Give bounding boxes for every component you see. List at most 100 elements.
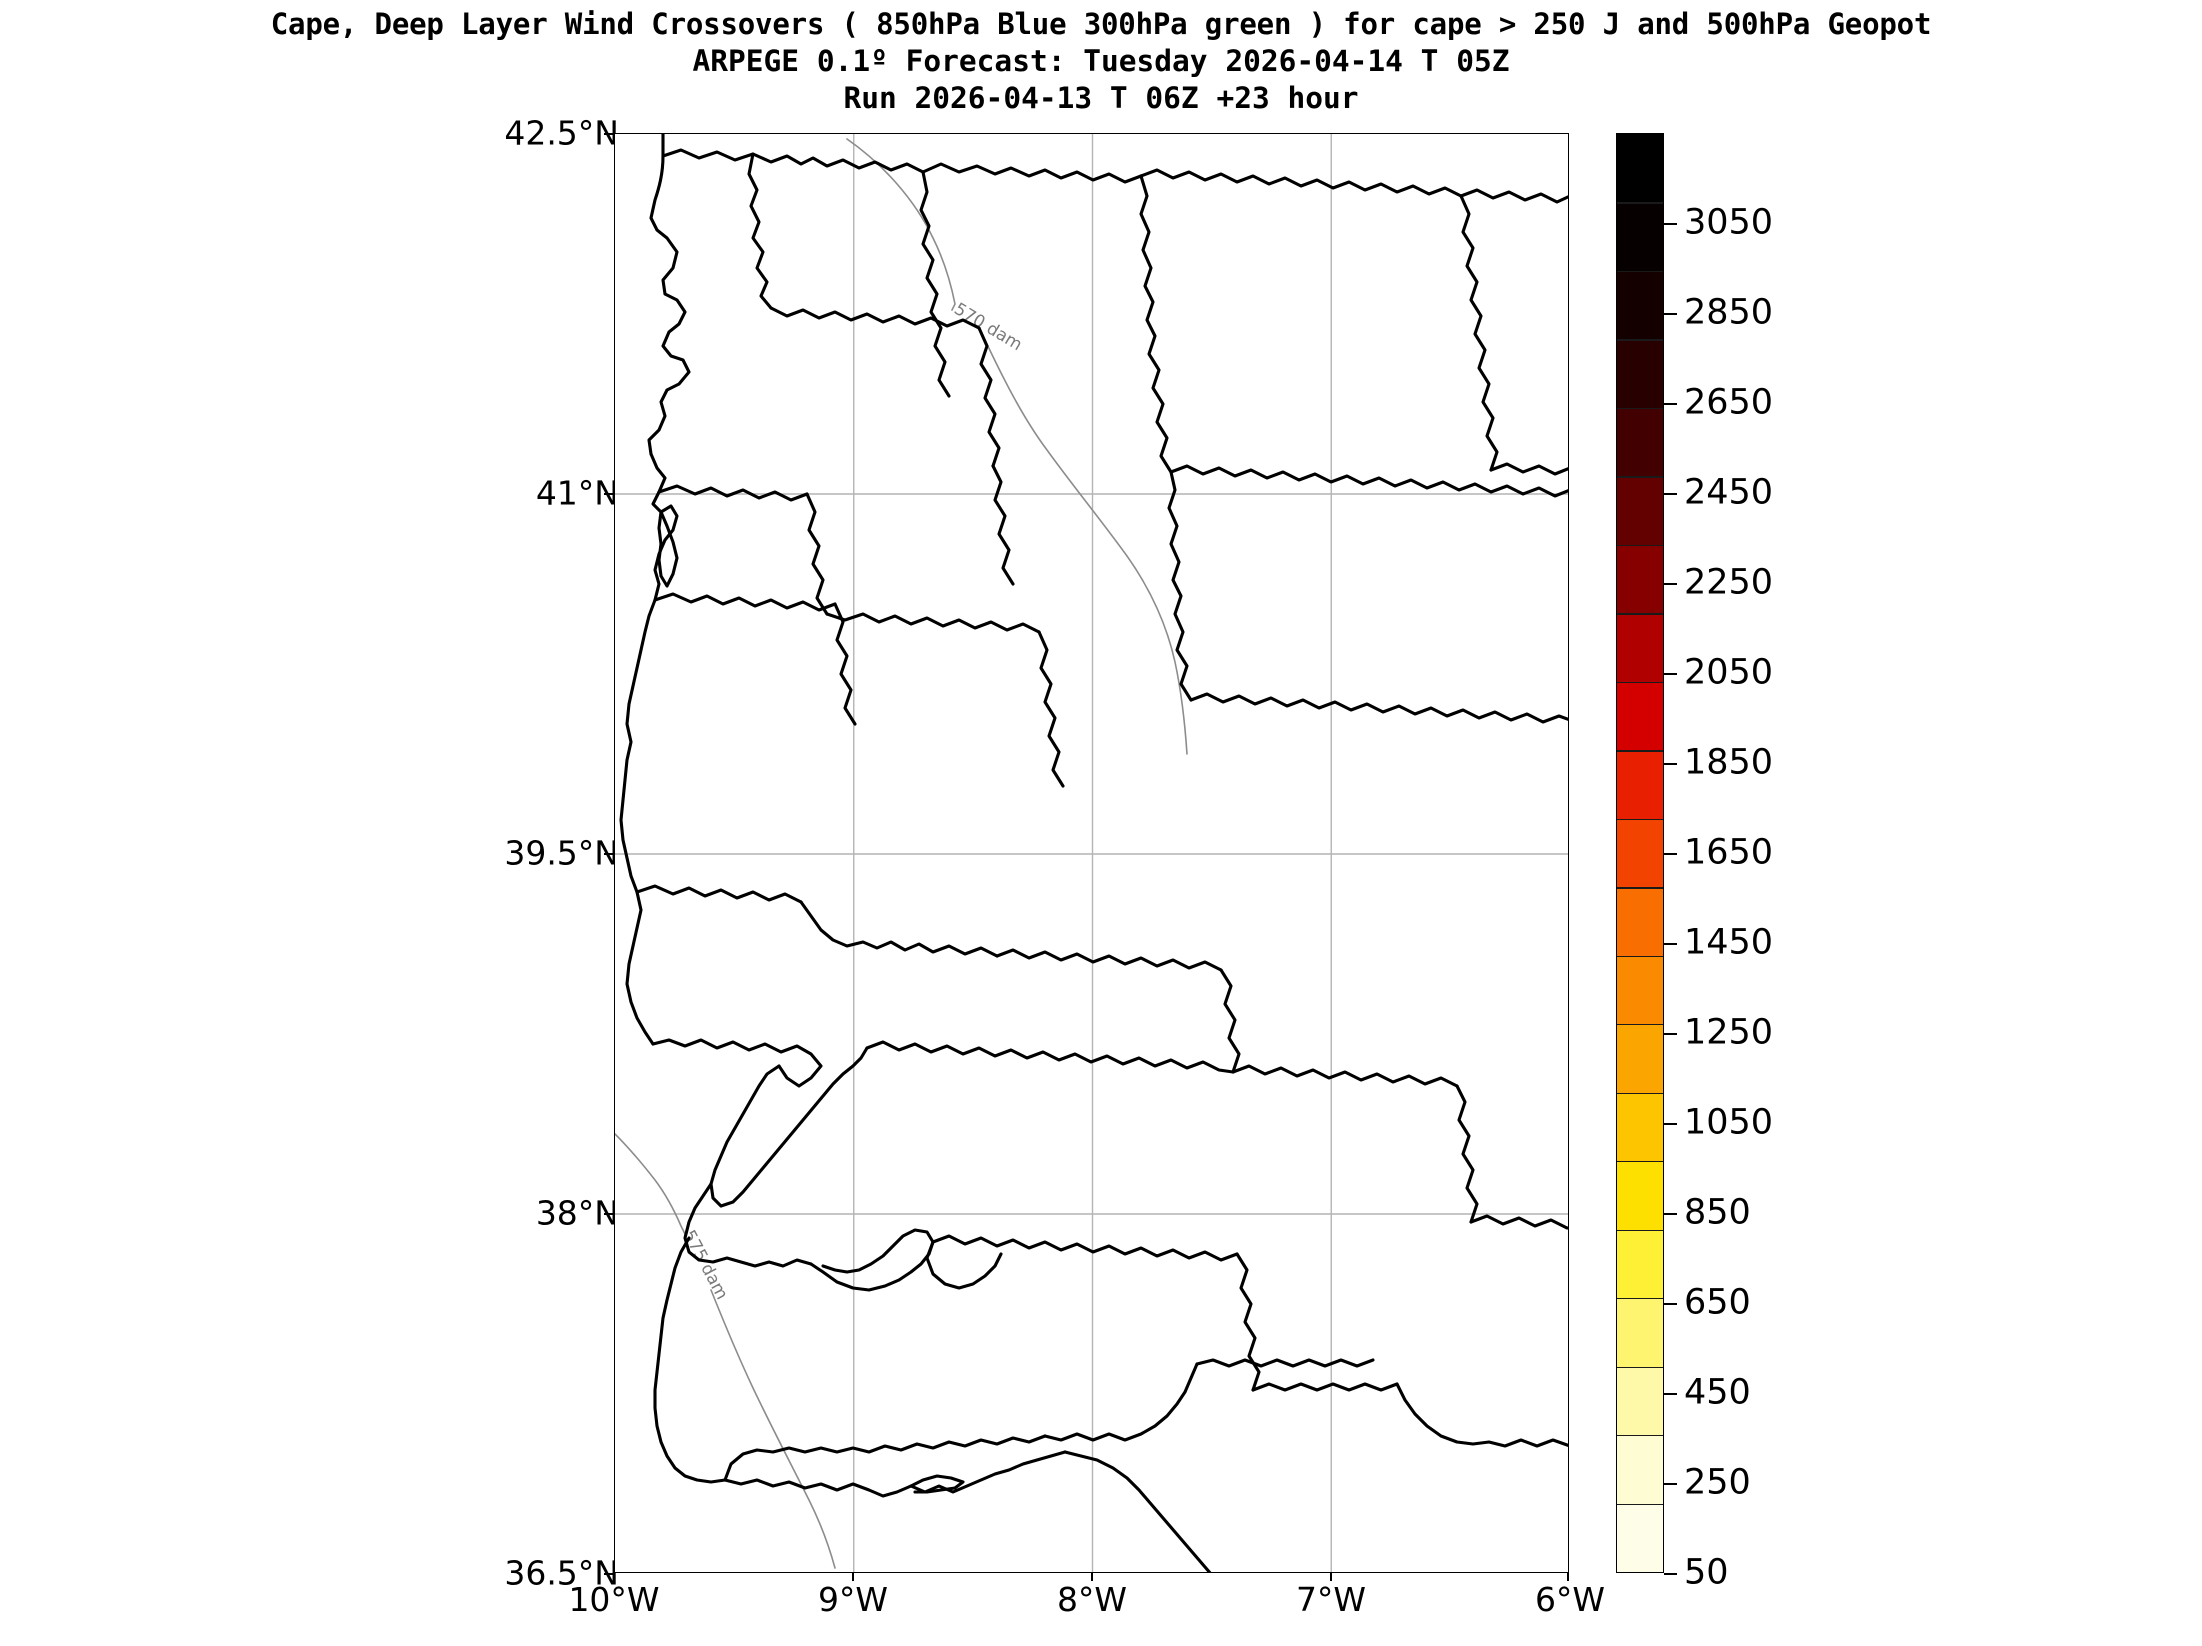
figure-title-block: Cape, Deep Layer Wind Crossovers ( 850hP… <box>0 0 2202 116</box>
colorbar-separator <box>1617 202 1663 204</box>
coastline-tagus-mouth <box>709 1046 869 1208</box>
colorbar-separator <box>1617 1229 1663 1231</box>
boundary-braga-north <box>661 148 925 174</box>
boundary-braganca-east <box>1139 174 1173 474</box>
colorbar-label-1850: 1850 <box>1684 742 1774 783</box>
boundary-coimbra-east <box>833 602 857 726</box>
colorbar-label-2250: 2250 <box>1684 562 1774 603</box>
administrative-boundaries <box>619 134 1568 1572</box>
contour-570dam <box>846 138 1188 755</box>
boundary-badajoz-sevilla <box>1251 1382 1399 1392</box>
coastline-algarve <box>723 1450 1067 1498</box>
y-tick-label-39-5N: 39.5°N <box>504 833 619 873</box>
colorbar-label-2050: 2050 <box>1684 652 1774 693</box>
boundary-caceres-south <box>1455 1084 1479 1224</box>
colorbar-label-2850: 2850 <box>1684 292 1774 333</box>
coastline-lisbon-estuary <box>651 1038 823 1088</box>
colorbar-tick-mark <box>1664 1393 1677 1395</box>
colorbar-segment <box>1617 818 1663 888</box>
boundary-zamora-north <box>1139 168 1463 198</box>
colorbar-segment <box>1617 750 1663 819</box>
colorbar-separator <box>1617 1366 1663 1368</box>
boundary-castelobranco-east <box>1037 630 1065 788</box>
boundary-evora-beja <box>931 1234 1239 1262</box>
colorbar-tick-mark <box>1664 763 1677 765</box>
coastline-algarve-ria-formosa <box>909 1474 965 1494</box>
x-tick-label-6W: 6°W <box>1534 1580 1606 1619</box>
colorbar-separator <box>1617 1435 1663 1437</box>
colorbar-separator <box>1617 1092 1663 1094</box>
colorbar-separator <box>1617 681 1663 684</box>
boundary-spain-interior-south <box>1195 1358 1375 1368</box>
colorbar-separator <box>1617 887 1663 889</box>
colorbar-separator <box>1617 339 1663 341</box>
x-tick-mark <box>1330 1571 1332 1582</box>
y-tick-mark <box>604 853 614 855</box>
colorbar-separator <box>1617 818 1663 821</box>
colorbar-tick-mark <box>1664 1303 1677 1305</box>
x-tick-label-7W: 7°W <box>1295 1580 1367 1619</box>
colorbar-tick-mark <box>1664 223 1677 225</box>
colorbar-tick-mark <box>1664 583 1677 585</box>
boundary-braganca <box>921 162 1143 184</box>
coastline-setubal-peninsula <box>683 1182 813 1268</box>
colorbar-segment <box>1617 134 1663 203</box>
colorbar-label-450: 450 <box>1684 1372 1751 1413</box>
colorbar-label-50: 50 <box>1684 1552 1729 1593</box>
boundary-algarve-north <box>723 1434 1047 1482</box>
colorbar-segment <box>1617 1024 1663 1093</box>
boundary-douro-interior <box>977 326 1001 468</box>
figure-subtitle-run: Run 2026-04-13 T 06Z +23 hour <box>843 81 1359 115</box>
boundary-braga-vilareal <box>747 152 773 310</box>
colorbar-tick-mark <box>1664 1033 1677 1035</box>
figure-title: Cape, Deep Layer Wind Crossovers ( 850hP… <box>270 7 1932 41</box>
colorbar-segment <box>1617 1161 1663 1230</box>
figure-subtitle-forecast: ARPEGE 0.1º Forecast: Tuesday 2026-04-14… <box>692 44 1510 78</box>
colorbar-tick-mark <box>1664 1483 1677 1485</box>
boundary-santarem-ribatejo <box>799 900 999 958</box>
colorbar-segment <box>1617 1229 1663 1299</box>
y-tick-mark <box>604 1213 614 1215</box>
boundary-badajoz-east <box>1231 1064 1459 1088</box>
boundary-northeast-corner <box>1459 188 1568 204</box>
boundary-leon-valladolid <box>1459 194 1499 472</box>
boundary-aveiro-viseu <box>657 484 809 502</box>
map-canvas[interactable]: 570 dam 575 dam <box>615 134 1569 1573</box>
colorbar-tick-mark <box>1664 1573 1677 1575</box>
colorbar-segment <box>1617 1366 1663 1436</box>
boundary-guarda-east <box>1167 470 1193 702</box>
colorbar-tick-mark <box>1664 313 1677 315</box>
colorbar-segment <box>1617 887 1663 956</box>
colorbar[interactable] <box>1616 133 1664 1573</box>
contour-575dam <box>615 1133 836 1569</box>
colorbar-tick-mark <box>1664 943 1677 945</box>
colorbar-label-1650: 1650 <box>1684 832 1774 873</box>
boundary-spain-south-coast <box>1063 1450 1212 1572</box>
colorbar-separator <box>1617 270 1663 273</box>
map-axes[interactable]: 570 dam 575 dam <box>614 133 1569 1573</box>
colorbar-tick-mark <box>1664 853 1677 855</box>
boundary-caceres-north <box>1189 692 1568 724</box>
coastline-aveiro-lagoon <box>657 510 679 588</box>
colorbar-label-1450: 1450 <box>1684 922 1774 963</box>
colorbar-separator <box>1617 544 1663 547</box>
colorbar-segment <box>1617 1435 1663 1504</box>
colorbar-segment <box>1617 476 1663 545</box>
y-tick-mark <box>604 133 614 135</box>
colorbar-label-3050: 3050 <box>1684 202 1774 243</box>
colorbar-label-2450: 2450 <box>1684 472 1774 513</box>
boundary-leiria-santarem <box>635 884 803 904</box>
x-tick-mark <box>1091 1571 1093 1582</box>
boundary-viseu-east <box>991 464 1015 586</box>
colorbar-separator <box>1617 955 1663 957</box>
boundary-coimbra-north <box>653 592 837 612</box>
x-tick-mark <box>1567 1571 1569 1582</box>
y-tick-label-41N: 41°N <box>535 473 619 513</box>
boundary-east-edge-lower <box>1469 1214 1568 1230</box>
x-tick-label-9W: 9°W <box>817 1580 889 1619</box>
y-tick-mark <box>604 1573 614 1575</box>
colorbar-segment <box>1617 407 1663 477</box>
colorbar-segment <box>1617 339 1663 408</box>
colorbar-tick-mark <box>1664 493 1677 495</box>
boundary-viana-braga <box>647 134 691 456</box>
